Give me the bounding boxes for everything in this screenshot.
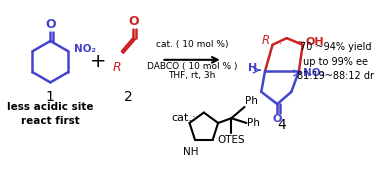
Text: 1: 1 bbox=[46, 90, 55, 104]
Text: cat.:: cat.: bbox=[171, 113, 195, 123]
Text: O: O bbox=[45, 18, 56, 31]
Text: NO₂: NO₂ bbox=[303, 68, 325, 78]
Text: Ph: Ph bbox=[247, 118, 260, 128]
Text: R: R bbox=[262, 35, 270, 48]
Text: +: + bbox=[90, 52, 107, 71]
Text: 2: 2 bbox=[124, 90, 133, 104]
Text: less acidic site
react first: less acidic site react first bbox=[7, 102, 94, 126]
Text: NH: NH bbox=[183, 147, 199, 157]
Text: 4: 4 bbox=[277, 118, 287, 132]
Text: OH: OH bbox=[305, 37, 324, 47]
Text: cat. ( 10 mol %): cat. ( 10 mol %) bbox=[156, 40, 228, 49]
Text: 70 ~94% yield
up to 99% ee
81:19~88:12 dr: 70 ~94% yield up to 99% ee 81:19~88:12 d… bbox=[297, 42, 374, 82]
Text: O: O bbox=[128, 15, 138, 28]
Text: R: R bbox=[113, 61, 121, 74]
Text: NO₂: NO₂ bbox=[74, 43, 96, 54]
Text: Ph: Ph bbox=[245, 96, 258, 106]
Text: ...: ... bbox=[273, 36, 282, 46]
Text: H: H bbox=[248, 63, 257, 73]
Text: O: O bbox=[273, 114, 282, 124]
Text: DABCO ( 10 mol % ): DABCO ( 10 mol % ) bbox=[147, 62, 237, 71]
Text: OTES: OTES bbox=[217, 135, 245, 145]
Text: ~: ~ bbox=[297, 38, 305, 48]
Text: THF, rt, 3h: THF, rt, 3h bbox=[168, 71, 216, 80]
